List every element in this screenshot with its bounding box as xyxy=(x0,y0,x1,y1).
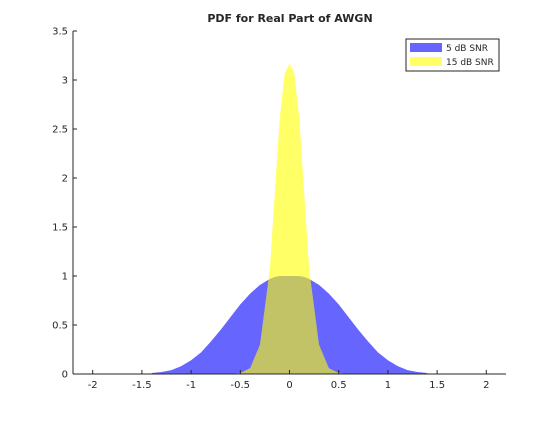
x-tick-label: -1 xyxy=(186,380,196,391)
legend-label-2: 15 dB SNR xyxy=(446,58,494,68)
x-tick-label: 0 xyxy=(286,380,292,391)
y-tick-label: 3.5 xyxy=(52,27,68,38)
series-layer xyxy=(151,63,428,375)
y-tick-label: 0.5 xyxy=(52,321,68,332)
y-tick-label: 2.5 xyxy=(52,125,68,136)
legend-label-1: 5 dB SNR xyxy=(446,44,488,54)
x-tick-label: 0.5 xyxy=(331,380,347,391)
axes-layer: -2 -1.5 -1 -0.5 0 0.5 1 1.5 2 0 0.5 1 1.5 2 2.5 3 3.5 xyxy=(52,27,506,391)
x-tick-label: -1.5 xyxy=(132,380,152,391)
y-tick-label: 1 xyxy=(62,272,68,283)
x-tick-label: -0.5 xyxy=(231,380,251,391)
x-tick-label: 1.5 xyxy=(429,380,445,391)
x-tick-label: -2 xyxy=(88,380,98,391)
y-tick-label: 1.5 xyxy=(52,223,68,234)
legend-swatch-1 xyxy=(410,43,442,52)
x-tick-label: 2 xyxy=(483,380,489,391)
legend: 5 dB SNR 15 dB SNR xyxy=(405,38,500,72)
y-tick-label: 3 xyxy=(62,76,68,87)
chart-title: PDF for Real Part of AWGN xyxy=(207,12,372,25)
series-area-2 xyxy=(151,63,428,375)
x-tick-label: 1 xyxy=(385,380,391,391)
y-tick-label: 0 xyxy=(62,370,68,381)
y-tick-label: 2 xyxy=(62,174,68,185)
legend-swatch-2 xyxy=(410,57,442,66)
